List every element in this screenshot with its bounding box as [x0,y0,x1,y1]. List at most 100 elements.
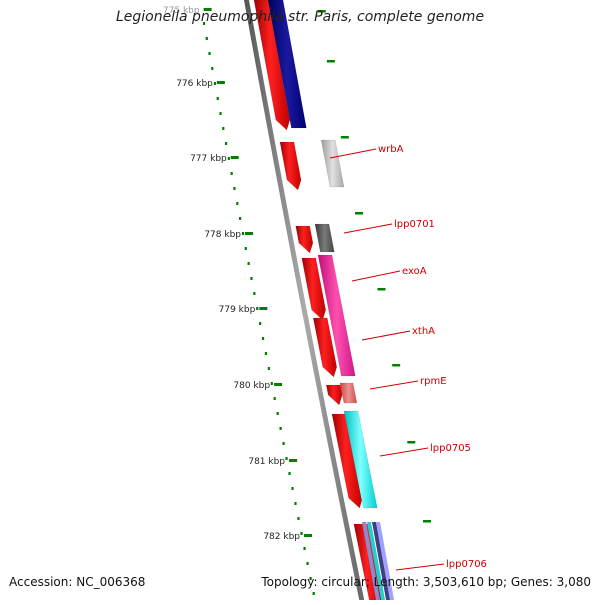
minor-tick [300,532,303,535]
gene-arrow [314,223,335,253]
minor-tick [244,247,247,250]
gene-label: exoA [402,266,427,277]
gene-label: rpmE [420,376,447,387]
minor-tick [297,517,300,520]
gene-label: xthA [412,326,435,337]
minor-tick [233,187,236,190]
minor-tick [267,367,270,370]
minor-tick [279,427,282,430]
tick-label: 779 kbp [219,305,256,315]
gene-arrow [367,522,386,600]
minor-tick [282,442,285,445]
gene-arrow [301,257,326,321]
gene-arrow [312,317,338,378]
minor-tick [253,292,256,295]
major-tick-outer [355,212,364,215]
tick-label: 782 kbp [263,532,300,542]
gene-leader-line [395,563,445,571]
features-layer [253,0,395,601]
minor-tick [241,232,245,235]
major-tick [203,8,212,11]
major-tick [304,534,313,537]
gene-leader-line [351,270,401,282]
axis-ticks-layer: 775 kbp 776 kbp 777 kbp 778 kbp 779 kbp 780 k… [163,6,432,595]
minor-tick [288,472,291,475]
minor-tick [264,352,268,355]
gene-arrow [376,522,395,600]
topology-label: Topology: circular; Length: 3,503,610 bp… [261,575,591,589]
gene-arrow [317,254,356,377]
major-tick [259,307,268,310]
tick-label: 781 kbp [248,457,285,467]
minor-tick [224,142,228,145]
major-tick-outer [317,10,326,13]
minor-tick [219,112,222,115]
gene-leader-line [343,223,393,234]
minor-tick [211,67,214,70]
gene-leader-line [369,380,419,390]
gene-leader-line [379,447,429,457]
minor-tick [294,502,297,505]
minor-tick [216,97,219,100]
gene-arrow [362,522,381,600]
gene-leader-line [361,330,411,341]
gene-label: lpp0705 [430,443,471,454]
minor-tick [273,397,276,400]
accession-label: Accession: NC_006368 [9,575,146,589]
minor-tick [227,157,230,160]
major-tick-outer [407,441,416,444]
minor-tick [256,307,259,310]
tick-label: 777 kbp [190,154,227,164]
minor-tick [250,277,253,280]
gene-arrow [279,141,302,191]
map-title: Legionella pneumophila str. Paris, compl… [115,9,485,25]
minor-tick [222,127,225,130]
gene-label: lpp0701 [394,219,435,230]
gene-arrow [339,382,358,404]
minor-tick [208,52,211,55]
gene-arrow [331,413,363,509]
gene-arrow [320,139,345,188]
gene-arrow [372,522,391,600]
major-tick [289,459,298,462]
gene-label: wrbA [378,144,404,155]
major-tick-outer [340,136,349,139]
backbone-layer [244,0,365,600]
major-tick-outer [377,288,386,291]
minor-tick [230,172,233,175]
minor-tick [312,592,315,595]
minor-tick [291,487,294,490]
gene-arrow [253,0,291,131]
minor-tick [247,262,250,265]
minor-tick [276,412,279,415]
major-tick-outer [423,520,432,523]
gene-arrow [325,384,343,406]
minor-tick [205,37,208,40]
genome-backbone [244,0,365,600]
major-tick [245,232,254,235]
minor-tick [285,457,288,460]
gene-arrow [343,410,378,509]
minor-tick [239,217,242,220]
major-tick [216,81,225,84]
tick-label: 780 kbp [233,381,270,391]
minor-tick [202,22,206,25]
minor-tick [213,82,217,85]
minor-tick [270,382,273,385]
minor-tick [259,322,262,325]
gene-leader-line [329,148,377,159]
major-tick-outer [326,60,335,63]
major-tick [230,156,239,159]
tick-label: 775 kbp [163,6,200,16]
minor-tick [261,337,265,340]
minor-tick [303,547,306,550]
tick-label: 776 kbp [176,79,213,89]
minor-tick [236,202,239,205]
gene-labels-layer: wrbA lpp0701 exoA xthA rpmE lpp0705 lpp0706 [329,144,487,571]
minor-tick [309,577,312,580]
tick-label: 778 kbp [204,230,241,240]
gene-arrow [267,0,307,129]
gene-arrow [295,225,314,254]
